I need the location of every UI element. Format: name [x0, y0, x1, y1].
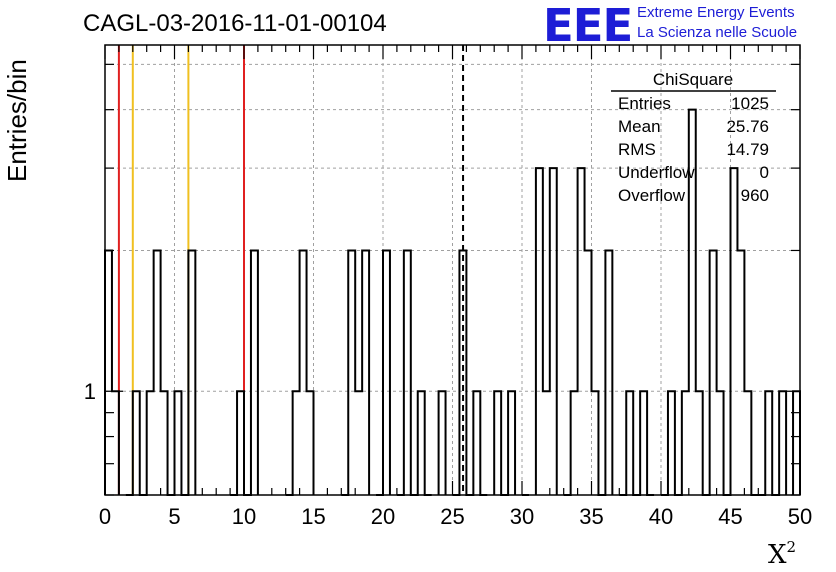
histogram-bin [578, 168, 585, 495]
x-tick-label: 50 [788, 504, 812, 529]
histogram-bin [418, 391, 425, 495]
plot-frame: 0 5 10 15 20 25 30 35 40 45 50 1 [84, 44, 812, 529]
x-tick-label: 40 [649, 504, 673, 529]
x-tick-label: 25 [440, 504, 464, 529]
histogram-bin [585, 250, 592, 495]
histogram-bin [473, 391, 480, 495]
histogram-bin [355, 391, 362, 495]
eee-logo: EEE [543, 0, 633, 52]
stats-row-label: Underflow [618, 163, 695, 182]
histogram-bin [640, 391, 647, 495]
histogram-bin [348, 250, 355, 495]
histogram-bin [133, 391, 140, 495]
histogram-bin [717, 391, 724, 495]
x-tick-label: 0 [99, 504, 111, 529]
histogram-bin [779, 391, 786, 495]
histogram-bin [765, 391, 772, 495]
stats-row-value: 960 [741, 186, 769, 205]
logo-caption-line1: Extreme Energy Events [637, 4, 795, 21]
stats-row-value: 0 [760, 163, 769, 182]
stats-row-value: 25.76 [726, 117, 769, 136]
histogram-bin [737, 250, 744, 495]
histogram-bin [307, 391, 314, 495]
histogram-bin [508, 391, 515, 495]
histogram-bin [668, 391, 675, 495]
x-tick-label: 20 [371, 504, 395, 529]
histogram-bin [710, 250, 717, 495]
histogram-bin [536, 168, 543, 495]
x-tick-label: 15 [301, 504, 325, 529]
histogram-bin [188, 250, 195, 495]
histogram-bin [682, 391, 689, 495]
stats-row-label: Entries [618, 94, 671, 113]
logo-caption: Extreme Energy Events La Scienza nelle S… [637, 3, 797, 43]
histogram-bin [161, 391, 168, 495]
histogram-bin [605, 250, 612, 495]
histogram-bin [494, 391, 501, 495]
x-tick-label: 30 [510, 504, 534, 529]
histogram-bin [793, 391, 800, 495]
histogram-bin [175, 391, 182, 495]
stats-row-label: Mean [618, 117, 661, 136]
stats-row-label: Overflow [618, 186, 686, 205]
histogram-bin [147, 391, 154, 495]
histogram-bin [696, 391, 703, 495]
histogram-bin [383, 250, 390, 495]
histogram-bin [550, 168, 557, 495]
histogram-bin [592, 391, 599, 495]
x-tick-label: 10 [232, 504, 256, 529]
histogram-bin [744, 391, 751, 495]
stats-box: ChiSquare Entries 1025 Mean 25.76 RMS 14.79 Und… [611, 70, 776, 205]
histogram-bin [112, 391, 119, 495]
histogram-bin [543, 391, 550, 495]
stats-title: ChiSquare [653, 70, 733, 89]
histogram-bin [293, 391, 300, 495]
histogram-bin [251, 250, 258, 495]
histogram-bin [571, 391, 578, 495]
stats-row-label: RMS [618, 140, 656, 159]
y-tick-label: 1 [84, 379, 96, 404]
stats-row-value: 14.79 [726, 140, 769, 159]
x-axis-label: X2 [768, 538, 797, 570]
logo-caption-line2: La Scienza nelle Scuole [637, 24, 798, 41]
x-tick-label: 5 [168, 504, 180, 529]
histogram-bin [439, 391, 446, 495]
x-tick-label: 35 [579, 504, 603, 529]
histogram-bin [237, 391, 244, 495]
chart-title: CAGL-03-2016-11-01-00104 [83, 10, 387, 37]
histogram-bin [154, 250, 161, 495]
histogram-bin [404, 250, 411, 495]
histogram-bin [731, 168, 738, 495]
x-tick-label: 45 [718, 504, 742, 529]
stats-row-value: 1025 [731, 94, 769, 113]
histogram-bin [626, 391, 633, 495]
histogram-bin [300, 250, 307, 495]
histogram-bin [362, 250, 369, 495]
histogram-bin [105, 250, 112, 495]
